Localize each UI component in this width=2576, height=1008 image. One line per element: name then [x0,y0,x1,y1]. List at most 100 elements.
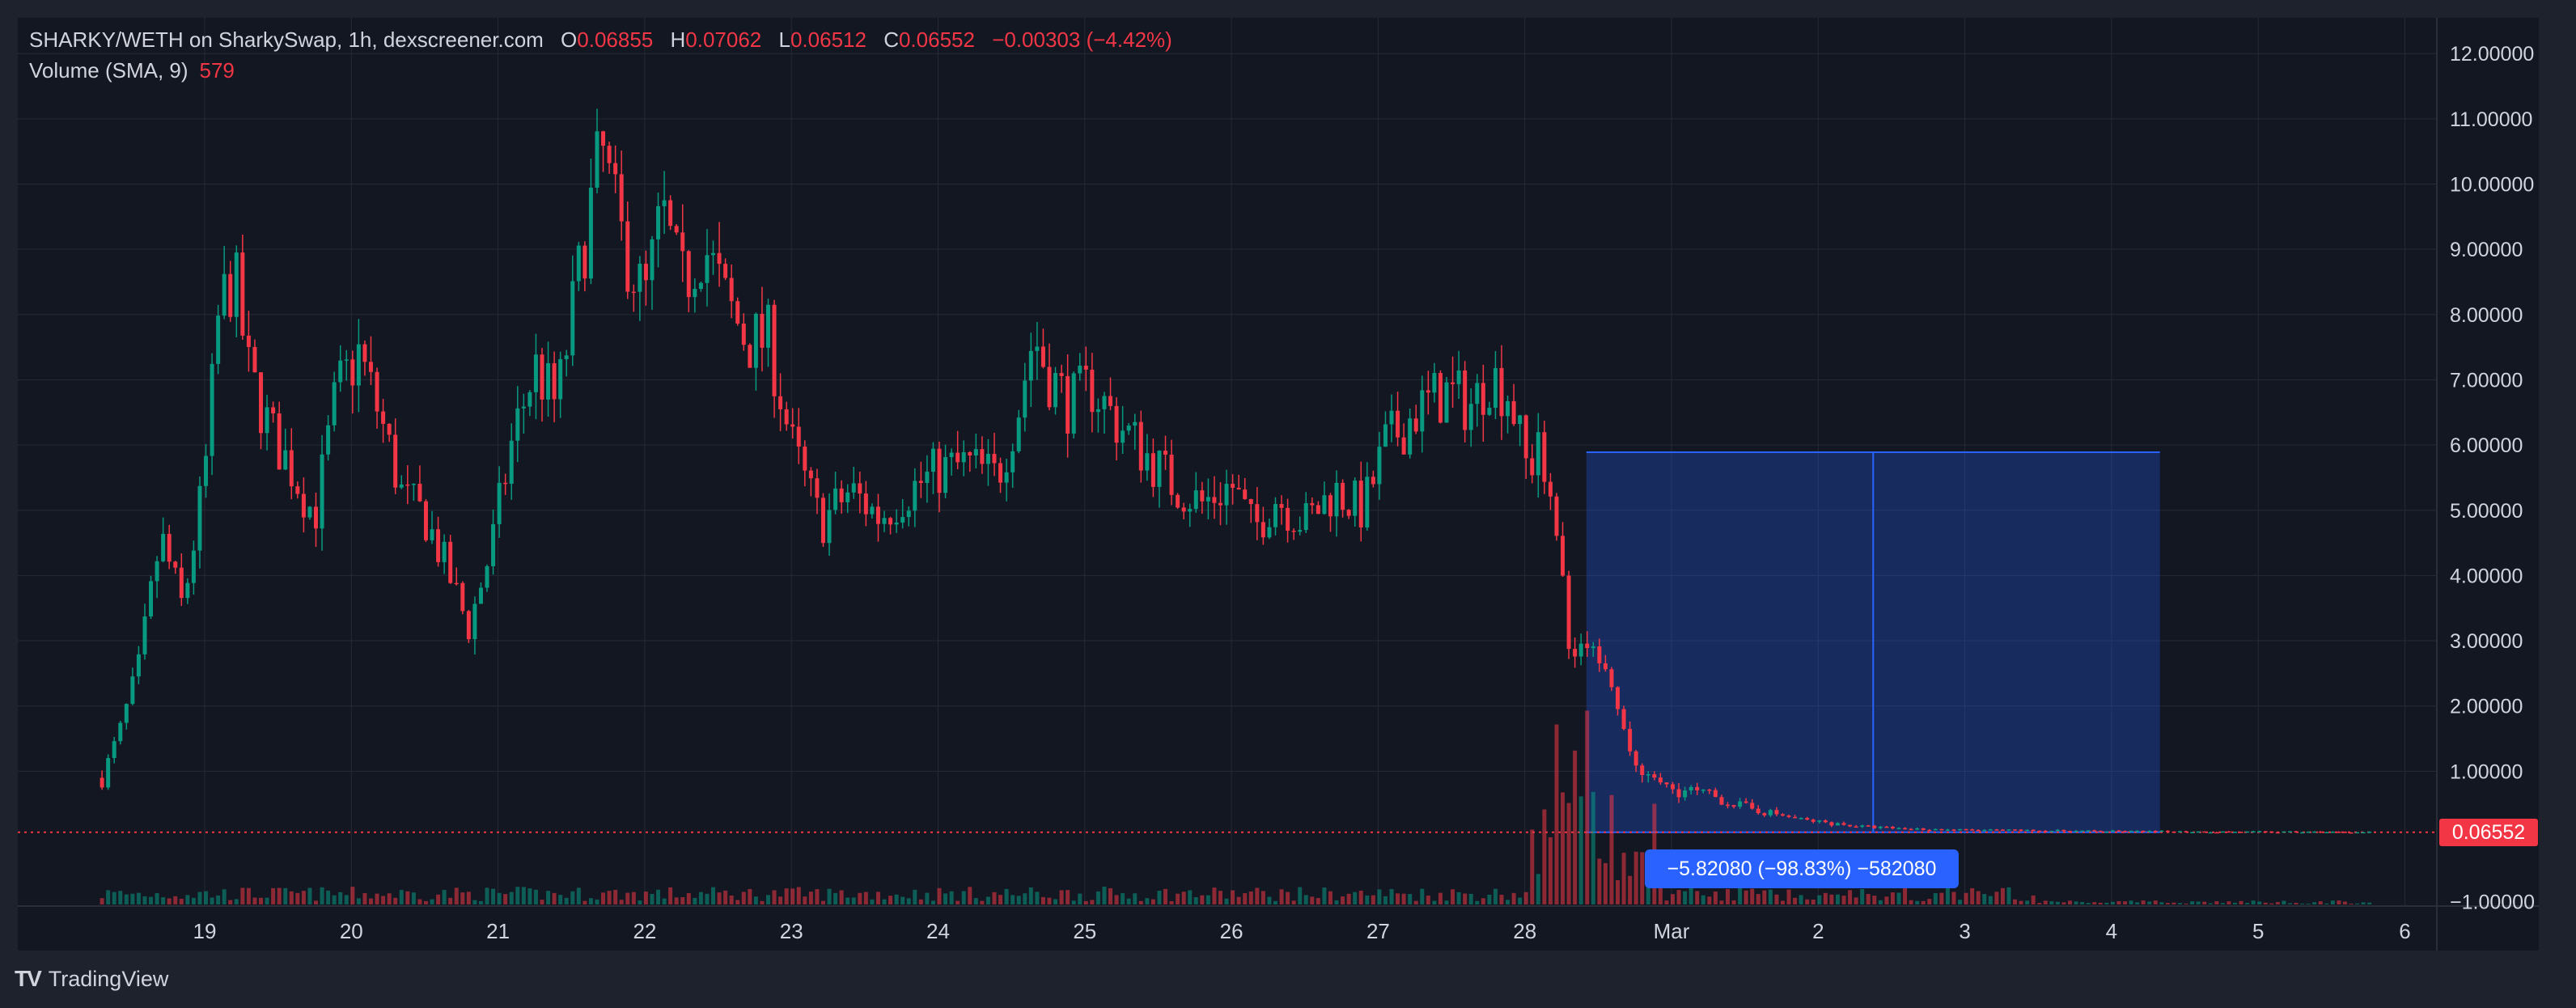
candle-body [894,522,899,525]
candle-body [1248,498,1253,505]
candle-body [1988,829,1993,831]
volume-bar [753,896,758,904]
volume-bar [1597,858,1602,904]
volume-bar [1133,893,1138,904]
candle-body [2324,832,2329,834]
candle-body [662,200,667,206]
candle-body [686,251,691,298]
candle-body [540,354,544,400]
volume-bar [1566,803,1571,904]
candle-body [1982,829,1987,832]
volume-bar [2037,903,2042,904]
volume-bar [1358,890,1363,904]
candle-body [381,411,386,424]
volume-bar [1346,893,1351,904]
candle-body [778,396,783,409]
volume-bar [2068,900,2073,904]
volume-bar [1548,836,1553,904]
candle-body [845,492,850,502]
volume-bar [900,896,905,904]
volume-bar [943,893,948,904]
candle-body [1664,782,1669,785]
volume-bar [1273,900,1277,904]
volume-bar [1756,894,1760,904]
volume-bar [210,897,214,904]
volume-bar [1176,893,1180,904]
volume-bar [2147,901,2152,904]
volume-bar [717,892,722,904]
volume-bar [980,900,985,904]
candle-body [1157,451,1162,487]
volume-bar [295,892,300,904]
tradingview-brand[interactable]: TV TradingView [15,966,168,992]
volume-bar [1493,888,1498,904]
candle-body [1286,507,1290,532]
volume-bar [1205,895,1210,904]
volume-bar [283,887,288,904]
candle-body [906,510,911,518]
volume-bar [796,887,801,904]
candle-body [796,426,801,447]
volume-bar [631,892,636,904]
candle-body [1536,432,1540,476]
candle-body [344,359,349,361]
volume-bar [307,887,312,904]
candle-body [1438,373,1443,423]
candle-body [784,409,789,425]
volume-bar [729,896,734,904]
open-value: 0.06855 [577,28,654,52]
candle-body [1475,383,1480,404]
volume-bar [2049,901,2054,904]
volume-bar [1090,900,1095,904]
volume-bar [1951,892,1956,904]
volume-bar [2074,901,2078,904]
last-price-badge: 0.06552 [2439,819,2538,846]
low-label: L [778,28,790,52]
volume-bar [405,891,410,904]
volume-bar [485,887,489,904]
volume-bar [1408,894,1413,904]
volume-bar [1939,892,1944,904]
volume-bar [625,892,630,904]
volume-bar [601,892,606,904]
volume-bar [124,894,129,904]
candle-body [1896,828,1901,830]
volume-value: 579 [199,58,235,83]
candle-body [100,777,104,788]
candle-body [2300,832,2305,834]
volume-bar [1780,900,1785,904]
volume-bar [234,899,239,904]
candle-body [155,561,159,582]
volume-bar [381,896,386,904]
candle-body [1200,490,1205,502]
volume-bar [2226,901,2231,904]
candle-body [1163,451,1168,455]
candle-body [179,567,184,599]
candle-body [760,313,765,348]
candle-body [1640,765,1645,775]
symbol-label: SHARKY/WETH on SharkySwap, 1h, dexscreen… [29,28,544,52]
candle-body [1114,405,1119,443]
volume-bar [2220,903,2225,904]
candle-body [2171,831,2176,833]
candle-body [772,304,777,396]
volume-bar [1401,893,1406,904]
candle-body [2037,830,2042,832]
volume-bar [1243,893,1248,904]
volume-bar [509,892,514,904]
candle-body [583,245,587,279]
volume-bar [1542,809,1547,904]
x-tick-label: 23 [780,919,803,943]
volume-bar [1114,895,1119,904]
volume-bar [2116,900,2121,904]
volume-bar [1683,891,1688,904]
volume-bar [1334,900,1339,904]
volume-bar [2031,895,2036,904]
volume-bar [1053,899,1058,904]
volume-bar [1511,892,1516,904]
candle-body [1401,437,1406,455]
candle-body [925,472,930,483]
candle-body [1786,815,1791,817]
